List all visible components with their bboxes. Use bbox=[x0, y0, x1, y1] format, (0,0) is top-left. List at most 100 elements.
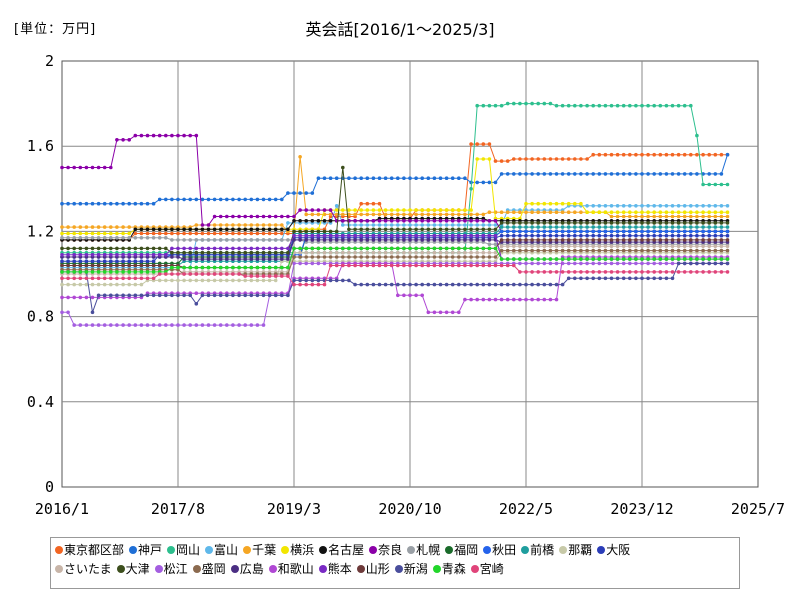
data-point bbox=[725, 229, 730, 234]
x-tick-label: 2025/7 bbox=[731, 500, 785, 518]
data-point bbox=[231, 257, 235, 261]
data-point bbox=[133, 323, 138, 327]
data-point bbox=[200, 223, 205, 227]
data-point bbox=[334, 208, 339, 212]
data-point bbox=[518, 221, 522, 225]
legend-row: さいたま 大津 松江 盛岡 広島 和歌山 熊本 山形 新潟 青森 宮崎 bbox=[55, 560, 735, 579]
data-point bbox=[487, 103, 492, 108]
data-point bbox=[475, 227, 480, 232]
data-point bbox=[646, 204, 650, 208]
data-point bbox=[591, 261, 595, 266]
data-point bbox=[518, 233, 522, 238]
legend-item: 松江 bbox=[154, 560, 188, 579]
data-point bbox=[536, 257, 540, 261]
data-point bbox=[176, 227, 180, 232]
legend-item: 奈良 bbox=[369, 541, 402, 560]
data-point bbox=[499, 282, 504, 287]
data-point bbox=[347, 227, 351, 232]
data-point bbox=[652, 214, 656, 219]
data-point bbox=[713, 233, 718, 238]
data-point bbox=[402, 223, 406, 227]
data-point bbox=[359, 282, 364, 287]
data-point bbox=[377, 223, 382, 227]
data-point bbox=[658, 261, 663, 266]
data-point bbox=[542, 297, 547, 302]
data-point bbox=[96, 165, 101, 170]
data-point bbox=[475, 219, 480, 223]
data-point bbox=[438, 176, 443, 180]
data-point bbox=[383, 263, 388, 268]
data-point bbox=[658, 225, 663, 229]
data-point bbox=[628, 214, 632, 219]
data-point bbox=[365, 233, 370, 238]
data-point bbox=[548, 270, 553, 274]
data-point bbox=[554, 210, 559, 214]
data-point bbox=[457, 282, 461, 287]
legend-label: 札幌 bbox=[416, 543, 441, 557]
data-point bbox=[713, 257, 718, 261]
data-point bbox=[102, 263, 107, 268]
data-point bbox=[646, 261, 650, 266]
data-point bbox=[396, 233, 400, 238]
data-point bbox=[481, 219, 486, 223]
data-point bbox=[579, 257, 583, 261]
data-point bbox=[548, 221, 553, 225]
data-point bbox=[298, 246, 302, 251]
data-point bbox=[701, 244, 705, 249]
data-point bbox=[139, 293, 144, 298]
data-point bbox=[408, 238, 412, 242]
data-point bbox=[676, 172, 681, 176]
data-point bbox=[432, 176, 437, 180]
data-point bbox=[536, 172, 540, 176]
data-point bbox=[420, 246, 425, 251]
data-point bbox=[536, 229, 540, 234]
legend-label: 名古屋 bbox=[328, 543, 365, 557]
data-point bbox=[670, 103, 675, 108]
data-point bbox=[591, 210, 595, 214]
data-point bbox=[518, 257, 522, 261]
data-point bbox=[396, 227, 400, 232]
data-point bbox=[157, 323, 162, 327]
data-point bbox=[682, 214, 687, 219]
data-point bbox=[676, 238, 681, 242]
data-point bbox=[646, 172, 650, 176]
data-point bbox=[157, 231, 162, 236]
data-point bbox=[524, 157, 528, 161]
data-point bbox=[133, 133, 138, 138]
data-point bbox=[542, 238, 547, 242]
data-point bbox=[499, 257, 504, 261]
data-point bbox=[182, 250, 186, 255]
data-point bbox=[170, 323, 174, 327]
data-point bbox=[463, 282, 467, 287]
data-point bbox=[255, 214, 260, 219]
data-point bbox=[231, 231, 235, 236]
data-point bbox=[676, 225, 681, 229]
data-point bbox=[170, 133, 174, 138]
data-point bbox=[475, 103, 480, 108]
data-point bbox=[646, 270, 650, 274]
data-point bbox=[304, 219, 309, 223]
data-point bbox=[170, 227, 174, 232]
data-point bbox=[267, 293, 272, 298]
data-point bbox=[176, 323, 180, 327]
data-point bbox=[597, 257, 602, 261]
data-point bbox=[481, 297, 486, 302]
y-tick-label: 2 bbox=[45, 52, 54, 70]
data-point bbox=[457, 263, 461, 268]
data-point bbox=[524, 297, 528, 302]
data-point bbox=[676, 221, 681, 225]
data-point bbox=[127, 246, 131, 251]
data-point bbox=[640, 276, 644, 281]
data-point bbox=[475, 142, 480, 146]
data-point bbox=[273, 265, 278, 270]
data-point bbox=[341, 223, 345, 227]
data-point bbox=[518, 244, 522, 249]
data-point bbox=[524, 282, 528, 287]
data-point bbox=[78, 201, 83, 206]
data-point bbox=[194, 223, 199, 227]
data-point bbox=[719, 233, 724, 238]
data-point bbox=[243, 246, 247, 251]
data-point bbox=[658, 238, 663, 242]
data-point bbox=[426, 212, 431, 217]
legend-item: 東京都区部 bbox=[55, 541, 124, 560]
